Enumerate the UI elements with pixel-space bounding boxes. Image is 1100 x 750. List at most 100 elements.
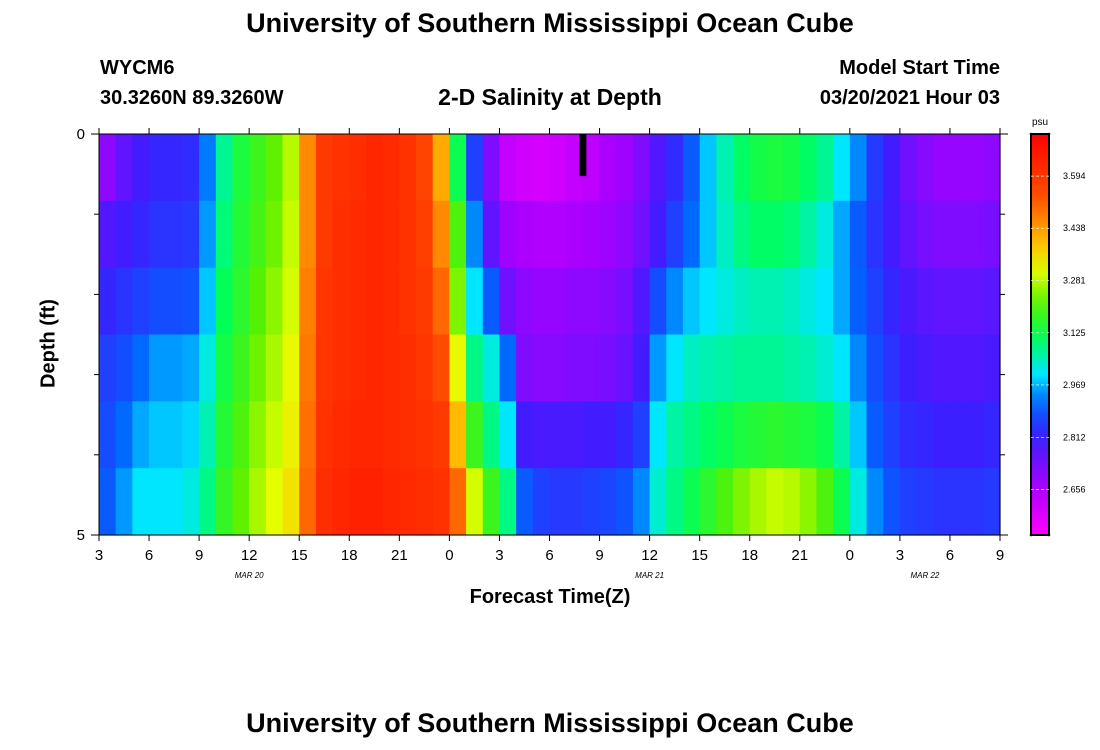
heatmap-cell: [232, 401, 250, 469]
heatmap-cell: [115, 401, 133, 469]
heatmap-cell: [783, 334, 801, 402]
heatmap-cell: [816, 200, 834, 269]
station-coordinates: 30.3260N 89.3260W: [100, 87, 284, 109]
heatmap-cell: [432, 334, 450, 402]
heatmap-cell: [416, 134, 434, 202]
colorbar-corner: [1029, 533, 1033, 537]
colorbar: [1030, 133, 1050, 536]
heatmap-cell: [499, 134, 517, 202]
heatmap-cell: [632, 200, 651, 269]
heatmap-cell: [165, 200, 184, 269]
heatmap-cell: [733, 468, 751, 536]
heatmap-cell: [883, 401, 901, 469]
heatmap-cell: [499, 267, 517, 336]
heatmap-cell: [365, 468, 384, 536]
heatmap-cell: [332, 267, 350, 336]
x-tick-label: 6: [545, 547, 553, 564]
heatmap-cell: [766, 200, 784, 269]
heatmap-cell: [949, 134, 968, 202]
date-label: MAR 22: [910, 571, 939, 580]
heatmap-cell: [783, 401, 801, 469]
heatmap-cell: [783, 468, 801, 536]
heatmap-cell: [866, 267, 884, 336]
heatmap-cell: [966, 134, 984, 202]
heatmap-cell: [516, 468, 534, 536]
heatmap-cell: [883, 267, 901, 336]
heatmap-cell: [799, 134, 818, 202]
heatmap-cell: [933, 267, 951, 336]
heatmap-cell: [265, 468, 284, 536]
heatmap-cell: [265, 134, 284, 202]
heatmap-cell: [482, 468, 501, 536]
heatmap-cell: [282, 334, 300, 402]
heatmap-cell: [499, 468, 517, 536]
heatmap-cell: [416, 267, 434, 336]
heatmap-cell: [432, 200, 450, 269]
heatmap-cell: [966, 401, 984, 469]
heatmap-cell: [466, 401, 484, 469]
colorbar-corner: [1047, 132, 1051, 136]
heatmap-cell: [816, 267, 834, 336]
heatmap-cell: [816, 334, 834, 402]
heatmap-cell: [399, 134, 417, 202]
heatmap-cell: [215, 468, 234, 536]
heatmap-cell: [616, 334, 634, 402]
heatmap-cell: [416, 334, 434, 402]
heatmap-cell: [382, 200, 400, 269]
heatmap-cell: [232, 200, 250, 269]
heatmap-cell: [833, 468, 851, 536]
heatmap-cell: [466, 267, 484, 336]
station-marker: [579, 134, 587, 177]
heatmap-cell: [749, 468, 768, 536]
heatmap-cell: [532, 401, 551, 469]
heatmap-cell: [382, 468, 400, 536]
heatmap-cell: [115, 200, 133, 269]
heatmap-cell: [282, 267, 300, 336]
heatmap-cell: [315, 401, 334, 469]
heatmap-cell: [849, 401, 868, 469]
heatmap-cell: [866, 401, 884, 469]
heatmap-cell: [682, 401, 701, 469]
heatmap-cell: [716, 334, 734, 402]
heatmap-cell: [949, 200, 968, 269]
heatmap-cell: [666, 134, 684, 202]
heatmap-cell: [215, 401, 234, 469]
heatmap-cell: [99, 134, 117, 202]
heatmap-cell: [115, 134, 133, 202]
heatmap-cell: [883, 334, 901, 402]
heatmap-cell: [299, 334, 317, 402]
heatmap-cell: [649, 134, 667, 202]
x-tick-label: 0: [445, 547, 453, 564]
heatmap-cell: [365, 334, 384, 402]
x-tick-label: 3: [896, 547, 904, 564]
heatmap-cell: [816, 468, 834, 536]
heatmap-cell: [766, 134, 784, 202]
heatmap-cell: [249, 267, 267, 336]
x-tick-label: 0: [846, 547, 854, 564]
heatmap-cell: [733, 134, 751, 202]
heatmap-cell: [749, 334, 768, 402]
heatmap-cell: [299, 267, 317, 336]
heatmap-cell: [182, 468, 200, 536]
colorbar-corner: [1047, 533, 1051, 537]
heatmap-cell: [833, 134, 851, 202]
heatmap-cell: [666, 401, 684, 469]
x-tick-label: 9: [595, 547, 603, 564]
colorbar-unit: psu: [1032, 117, 1048, 128]
heatmap-cell: [132, 468, 150, 536]
heatmap-cell: [232, 468, 250, 536]
heatmap-cell: [983, 134, 1001, 202]
heatmap-cell: [432, 401, 450, 469]
heatmap-cell: [549, 200, 567, 269]
heatmap-cell: [699, 468, 717, 536]
heatmap-cell: [632, 134, 651, 202]
heatmap-cell: [99, 401, 117, 469]
heatmap-cell: [582, 401, 601, 469]
heatmap-cell: [582, 200, 601, 269]
heatmap-cell: [566, 334, 584, 402]
heatmap-cell: [115, 334, 133, 402]
heatmap-cell: [716, 401, 734, 469]
heatmap-cell: [349, 401, 367, 469]
heatmap-cell: [249, 334, 267, 402]
heatmap-cell: [332, 334, 350, 402]
